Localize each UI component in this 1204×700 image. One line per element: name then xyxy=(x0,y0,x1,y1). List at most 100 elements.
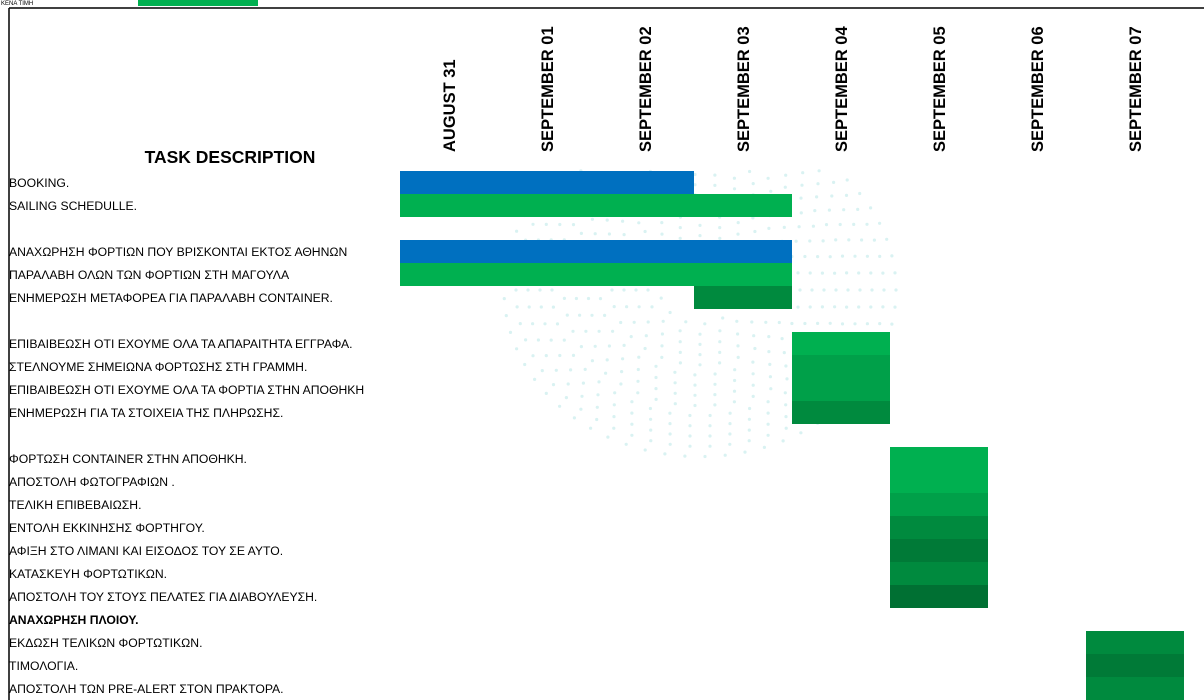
watermark-dot xyxy=(858,288,862,292)
watermark-dot xyxy=(636,391,640,395)
watermark-dot xyxy=(514,288,518,292)
watermark-dot xyxy=(781,439,785,443)
watermark-dot xyxy=(598,297,603,301)
watermark-dot xyxy=(736,221,740,225)
watermark-dot xyxy=(840,254,845,258)
watermark-dot xyxy=(736,344,740,348)
watermark-dot xyxy=(684,320,688,324)
watermark-dot xyxy=(816,321,820,325)
watermark-dot xyxy=(558,353,562,358)
watermark-dot xyxy=(611,329,615,333)
watermark-dot xyxy=(783,391,787,395)
watermark-dot xyxy=(846,288,850,292)
watermark-dot xyxy=(637,355,641,359)
watermark-dot xyxy=(660,344,664,348)
task-label: ΕΝΤΟΛΗ ΕΚΚΙΝΗΣΗΣ ΦΟΡΤΗΓΟΥ. xyxy=(9,521,205,535)
watermark-dot xyxy=(668,442,672,446)
watermark-dot xyxy=(571,329,575,333)
watermark-dot xyxy=(531,354,535,358)
watermark-dot xyxy=(784,364,788,368)
watermark-dot xyxy=(574,296,579,301)
watermark-dot xyxy=(713,372,717,376)
watermark-dot xyxy=(583,367,587,371)
watermark-dot xyxy=(654,387,658,391)
task-bar xyxy=(890,470,988,493)
date-header-label: SEPTEMBER 01 xyxy=(539,26,557,152)
watermark-dot xyxy=(845,178,849,182)
watermark-dot xyxy=(643,448,647,452)
watermark-dot xyxy=(668,432,672,436)
watermark-dot xyxy=(649,439,653,443)
watermark-dot xyxy=(646,288,650,292)
watermark-dot xyxy=(728,432,732,436)
watermark-dot xyxy=(654,364,658,368)
watermark-dot xyxy=(768,375,773,379)
watermark-dot xyxy=(810,288,814,292)
watermark-dot xyxy=(539,305,543,309)
watermark-dot xyxy=(678,361,683,365)
watermark-dot xyxy=(733,378,737,383)
watermark-dot xyxy=(688,444,692,448)
watermark-dot xyxy=(621,219,625,223)
task-label: ΑΠΟΣΤΟΛΗ ΦΩΤΟΓΡΑΦΙΩΝ . xyxy=(9,475,175,489)
watermark-dot xyxy=(659,296,663,300)
watermark-dot xyxy=(660,221,664,225)
task-label: ΤΕΛΙΚΗ ΕΠΙΒΕΒΑΙΩΣΗ. xyxy=(9,498,141,512)
watermark-dot xyxy=(605,218,609,222)
watermark-dot xyxy=(554,368,558,372)
top-label: ΚΕΝΑ ΤΙΜΗ xyxy=(1,1,33,7)
task-label: ΚΑΤΑΣΚΕΥΗ ΦΟΡΤΩΤΙΚΩΝ. xyxy=(9,567,167,581)
watermark-dot xyxy=(856,207,860,211)
watermark-dot xyxy=(766,176,770,180)
date-header-label: SEPTEMBER 03 xyxy=(735,26,753,152)
watermark-dot xyxy=(625,305,629,309)
watermark-dot xyxy=(678,236,682,240)
watermark-dot xyxy=(780,337,784,341)
watermark-dot xyxy=(845,271,849,275)
watermark-dot xyxy=(660,355,664,359)
watermark-dot xyxy=(603,313,607,317)
watermark-dot xyxy=(629,335,633,339)
watermark-dot xyxy=(894,288,898,292)
watermark-dot xyxy=(870,288,874,292)
watermark-dot xyxy=(893,271,897,275)
watermark-dot xyxy=(732,389,737,393)
watermark-dot xyxy=(768,362,772,366)
watermark-dot xyxy=(799,196,803,200)
watermark-dot xyxy=(723,453,727,457)
watermark-dot xyxy=(881,271,885,275)
watermark-dot xyxy=(834,238,838,242)
watermark-dot xyxy=(637,305,641,309)
watermark-dot xyxy=(769,387,773,391)
task-label: ΕΚΔΩΣΗ ΤΕΛΙΚΩΝ ΦΟΡΤΩΤΙΚΩΝ. xyxy=(9,636,202,650)
watermark-dot xyxy=(544,222,548,226)
task-bar xyxy=(890,493,988,516)
watermark-dot xyxy=(661,319,665,323)
watermark-dot xyxy=(622,343,626,347)
watermark-dot xyxy=(728,442,732,446)
watermark-dot xyxy=(833,271,837,275)
watermark-dot xyxy=(783,185,787,189)
task-bar xyxy=(400,171,694,194)
watermark-dot xyxy=(753,229,757,234)
watermark-dot xyxy=(752,334,756,338)
watermark-dot xyxy=(743,450,747,454)
watermark-dot xyxy=(800,183,804,187)
watermark-dot xyxy=(636,379,640,383)
watermark-dot xyxy=(630,411,634,415)
task-bar xyxy=(890,539,988,562)
watermark-dot xyxy=(610,288,614,292)
watermark-dot xyxy=(732,400,737,404)
watermark-dot xyxy=(508,330,513,334)
watermark-dot xyxy=(824,223,829,227)
watermark-dot xyxy=(590,217,595,221)
watermark-dot xyxy=(844,193,849,197)
watermark-dot xyxy=(893,305,897,309)
watermark-dot xyxy=(527,305,531,309)
watermark-dot xyxy=(799,431,803,435)
watermark-dot xyxy=(821,239,825,243)
task-label: ΑΠΟΣΤΟΛΗ ΤΟΥ ΣΤΟΥΣ ΠΕΛΑΤΕΣ ΓΙΑ ΔΙΑΒΟΥΛΕΥ… xyxy=(9,590,317,604)
watermark-dot xyxy=(579,407,583,411)
watermark-dot xyxy=(630,400,634,404)
watermark-dot xyxy=(767,226,771,230)
